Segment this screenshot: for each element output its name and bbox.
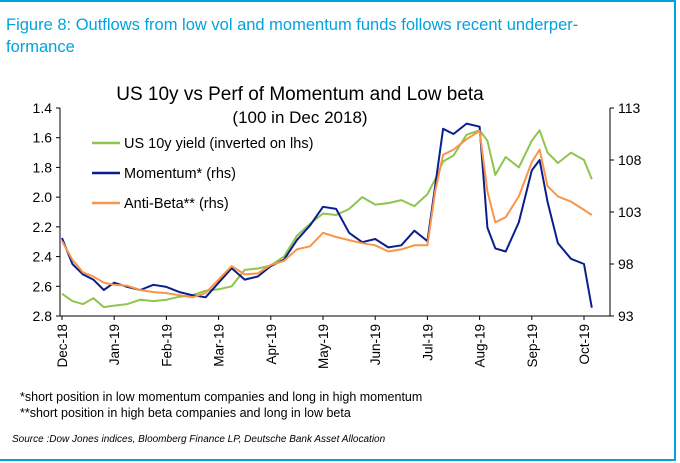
chart-subtitle: (100 in Dec 2018) — [232, 108, 368, 127]
x-tick-label: Mar-19 — [212, 324, 227, 367]
figure-frame-bottom — [0, 459, 676, 461]
right-tick-label: 103 — [618, 204, 642, 220]
series-line-momentum — [61, 122, 593, 308]
left-tick-label: 2.4 — [33, 249, 53, 265]
figure-title-line-2: formance — [6, 38, 75, 56]
figure-frame-top — [0, 0, 676, 2]
figure-title-line-1: Figure 8: Outflows from low vol and mome… — [6, 16, 579, 34]
right-tick-label: 93 — [618, 308, 634, 324]
left-tick-label: 1.8 — [33, 159, 53, 175]
legend-label-us10y: US 10y yield (inverted on lhs) — [124, 136, 313, 152]
x-tick-label: Oct-19 — [577, 324, 592, 365]
footnote-anti-beta: **short position in high beta companies … — [20, 406, 351, 420]
left-tick-label: 2.0 — [33, 189, 53, 205]
footnote-momentum: *short position in low momentum companie… — [20, 390, 423, 404]
x-tick-label: Aug-19 — [473, 324, 488, 368]
left-tick-label: 2.2 — [33, 219, 53, 235]
left-tick-label: 1.6 — [33, 130, 53, 146]
right-tick-label: 113 — [618, 100, 641, 116]
x-tick-label: May-19 — [316, 324, 331, 369]
x-tick-label: Jan-19 — [107, 324, 122, 365]
left-tick-label: 1.4 — [33, 100, 53, 116]
x-tick-label: Apr-19 — [264, 324, 279, 365]
x-tick-label: Feb-19 — [159, 324, 174, 367]
chart-axes: 1.4 1.6 1.8 2.0 2.2 2.4 2.6 2.8 113 108 103 98 93 Dec… — [33, 100, 642, 369]
x-tick-label: Jul-19 — [420, 324, 435, 361]
source-note: Source :Dow Jones indices, Bloomberg Fin… — [12, 434, 386, 445]
legend-label-anti-beta: Anti-Beta** (rhs) — [124, 196, 229, 212]
x-tick-label: Sep-19 — [525, 324, 540, 368]
figure-title: Figure 8: Outflows from low vol and mome… — [6, 14, 666, 58]
chart-series — [61, 122, 593, 309]
x-tick-label: Jun-19 — [368, 324, 383, 365]
series-line-anti-beta — [61, 129, 593, 299]
series-line-us10y — [61, 129, 593, 309]
x-tick-label: Dec-18 — [55, 324, 70, 368]
chart-title: US 10y vs Perf of Momentum and Low beta — [116, 84, 484, 105]
figure-frame-right — [674, 0, 676, 461]
right-tick-label: 108 — [618, 152, 642, 168]
left-tick-label: 2.6 — [33, 278, 53, 294]
right-tick-label: 98 — [618, 256, 634, 272]
left-tick-label: 2.8 — [33, 308, 53, 324]
chart-legend: US 10y yield (inverted on lhs) Momentum* … — [92, 136, 313, 212]
legend-label-momentum: Momentum* (rhs) — [124, 166, 236, 182]
